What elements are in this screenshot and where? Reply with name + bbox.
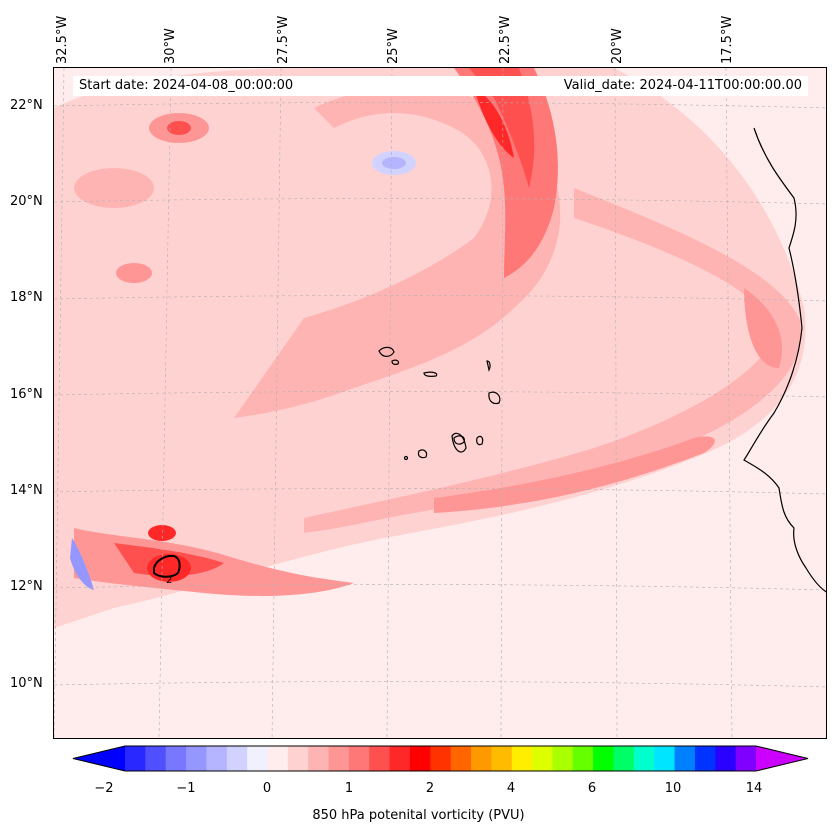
colorbar-swatch — [471, 746, 492, 771]
colorbar-swatch — [348, 746, 370, 771]
lon-label-20w: 20°W — [610, 28, 625, 64]
pv-negative-blob-sw — [70, 538, 94, 590]
pv-negative-blob-north-core — [382, 157, 406, 169]
contour-label: 2 — [166, 575, 172, 586]
graticule — [54, 68, 826, 738]
colorbar-tick-0: 0 — [262, 781, 272, 796]
colorbar-swatch — [165, 746, 187, 771]
colorbar-tick-6: 6 — [587, 781, 597, 796]
lat-label-22n: 22°N — [10, 98, 43, 113]
colorbar-swatch — [511, 746, 533, 771]
start-date-label: Start date: 2024-04-08_00:00:00 — [73, 76, 538, 96]
lat-label-12n: 12°N — [10, 579, 43, 594]
colorbar-swatch — [369, 746, 391, 771]
coastline-africa — [743, 127, 826, 593]
colorbar-swatch — [145, 746, 167, 771]
colorbar-swatch — [267, 746, 289, 771]
colorbar-swatch — [694, 746, 716, 771]
lon-label-22-5w: 22.5°W — [498, 15, 513, 64]
lat-label-20n: 20°N — [10, 194, 43, 209]
colorbar-swatch — [532, 746, 553, 771]
colorbar-swatch — [735, 746, 757, 771]
colorbar-swatch — [125, 746, 146, 771]
colorbar-swatch — [633, 746, 655, 771]
map-panel: 2 — [53, 67, 827, 739]
colorbar-swatch — [613, 746, 635, 771]
lat-label-10n: 10°N — [10, 676, 43, 691]
pv-patch-nw-4 — [74, 168, 154, 208]
colorbar-swatch — [308, 746, 330, 771]
lon-label-27-5w: 27.5°W — [276, 15, 291, 64]
colorbar-swatches — [72, 745, 809, 772]
colorbar-swatch — [654, 746, 676, 771]
colorbar-swatch — [572, 746, 594, 771]
colorbar-swatch — [389, 746, 411, 771]
colorbar-swatch — [186, 746, 207, 771]
colorbar-swatch — [206, 746, 228, 771]
colorbar-swatch — [715, 746, 737, 771]
pv-contour-2 — [153, 554, 181, 578]
colorbar-swatch — [430, 746, 452, 771]
colorbar-swatch — [328, 746, 350, 771]
lon-label-25w: 25°W — [386, 28, 401, 64]
colorbar-swatch — [247, 746, 268, 771]
pv-field-map: 2 — [54, 68, 826, 738]
lat-label-14n: 14°N — [10, 483, 43, 498]
pv-south-ribbon — [434, 436, 715, 513]
colorbar-tick-14: 14 — [745, 781, 763, 796]
colorbar-swatch — [552, 746, 574, 771]
colorbar-swatch — [226, 746, 248, 771]
pv-sw-peak-2 — [148, 525, 176, 541]
colorbar-tick-m2: −2 — [94, 781, 114, 796]
colorbar-title: 850 hPa potenital vorticity (PVU) — [312, 808, 525, 823]
pv-jet-core — [469, 68, 535, 188]
pv-patch-nw-3 — [116, 263, 152, 283]
lat-label-18n: 18°N — [10, 290, 43, 305]
colorbar-tick-m1: −1 — [176, 781, 196, 796]
lon-label-32-5w: 32.5°W — [55, 15, 70, 64]
lat-label-16n: 16°N — [10, 387, 43, 402]
lon-label-30w: 30°W — [163, 28, 178, 64]
colorbar-swatch — [491, 746, 513, 771]
lon-label-17-5w: 17.5°W — [720, 15, 735, 64]
cape-verde-islands — [378, 346, 501, 461]
pv-ribbon-medium — [234, 87, 561, 418]
pv-patch-nw-2 — [167, 121, 191, 135]
valid-date-label: Valid_date: 2024-04-11T00:00:00.00 — [538, 76, 808, 96]
colorbar-extend-low — [73, 746, 125, 771]
colorbar-outline — [72, 745, 809, 772]
colorbar-swatch — [450, 746, 472, 771]
colorbar-swatch — [674, 746, 696, 771]
colorbar-tick-2: 2 — [425, 781, 435, 796]
pv-east-band — [744, 288, 783, 368]
pv-jet-peak — [474, 88, 514, 158]
colorbar-tick-1: 1 — [344, 781, 354, 796]
colorbar-swatch — [409, 746, 431, 771]
colorbar-tick-10: 10 — [664, 781, 682, 796]
colorbar-extend-high — [756, 746, 808, 771]
colorbar — [72, 745, 809, 772]
colorbar-swatch — [593, 746, 615, 771]
colorbar-swatch — [287, 746, 309, 771]
colorbar-tick-4: 4 — [506, 781, 516, 796]
